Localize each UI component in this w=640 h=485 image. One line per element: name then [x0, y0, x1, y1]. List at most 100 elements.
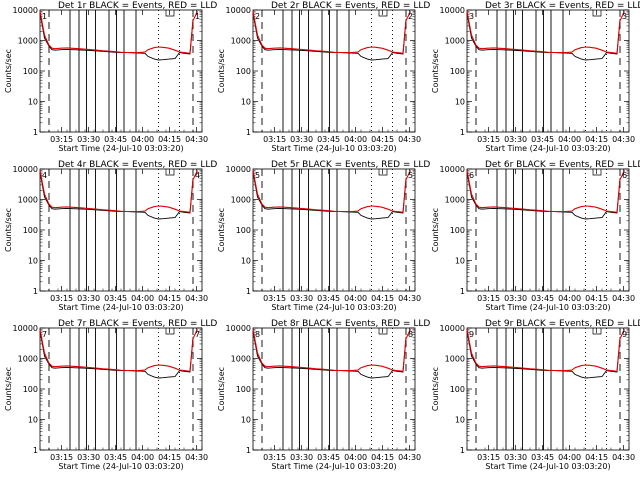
detector-indicator-left: 9 [469, 330, 474, 339]
y-axis-label: Counts/sec [431, 367, 440, 411]
y-tick-label: 10000 [13, 165, 38, 174]
series-lld-line [39, 11, 198, 54]
x-tick-label: 04:00 [131, 453, 154, 462]
y-tick-label: 100 [236, 385, 251, 394]
plot-frame [39, 168, 203, 292]
y-tick-label: 10 [241, 257, 251, 266]
y-axis-label: Counts/sec [217, 208, 226, 252]
y-tick-label: 1 [33, 287, 38, 296]
series-lld-line [252, 329, 411, 372]
x-tick-label: 03:30 [290, 453, 313, 462]
y-tick-label: 10000 [226, 165, 251, 174]
y-tick-label: 10 [455, 257, 465, 266]
y-tick-label: 100 [23, 226, 38, 235]
y-tick-label: 1000 [445, 37, 465, 46]
bracket-marker [378, 328, 388, 335]
panel-8: Det 8r BLACK = Events, RED = LLD 1 10 100 10… [217, 319, 430, 471]
y-tick-label: 1 [460, 446, 465, 455]
x-tick-label: 03:30 [77, 135, 100, 144]
y-tick-label: 100 [450, 226, 465, 235]
x-tick-label: 04:00 [344, 294, 367, 303]
x-tick-label: 03:15 [263, 135, 286, 144]
x-tick-label: 03:45 [531, 453, 554, 462]
y-tick-label: 10 [28, 416, 38, 425]
panel-title: Det 2r BLACK = Events, RED = LLD [271, 1, 430, 11]
y-tick-label: 1 [460, 128, 465, 137]
detector-indicator-right: 3 [622, 12, 627, 21]
x-tick-label: 03:15 [477, 294, 500, 303]
x-tick-label: 03:45 [531, 294, 554, 303]
y-tick-label: 10 [28, 98, 38, 107]
panel-7: Det 7r BLACK = Events, RED = LLD 1 10 100 10… [4, 319, 217, 471]
x-tick-label: 03:30 [504, 135, 527, 144]
detector-indicator-left: 6 [469, 171, 474, 180]
detector-indicator-left: 4 [42, 171, 47, 180]
plot-frame [39, 327, 203, 451]
y-axis-label: Counts/sec [431, 208, 440, 252]
x-tick-label: 04:15 [585, 294, 608, 303]
y-tick-label: 10000 [440, 6, 465, 15]
plot-frame [466, 327, 630, 451]
x-tick-label: 03:15 [50, 453, 73, 462]
x-tick-label: 04:15 [585, 135, 608, 144]
panel-title: Det 7r BLACK = Events, RED = LLD [58, 319, 217, 329]
panel-title: Det 1r BLACK = Events, RED = LLD [58, 1, 217, 11]
y-tick-label: 100 [236, 67, 251, 76]
y-tick-label: 1 [246, 446, 251, 455]
x-axis-label: Start Time (24-Jul-10 03:03:20) [271, 303, 396, 312]
panel-title: Det 6r BLACK = Events, RED = LLD [485, 160, 640, 170]
y-tick-label: 1000 [445, 355, 465, 364]
y-tick-label: 1000 [18, 355, 38, 364]
detector-indicator-left: 2 [255, 12, 260, 21]
y-tick-label: 100 [23, 385, 38, 394]
y-tick-label: 1 [246, 287, 251, 296]
x-axis-label: Start Time (24-Jul-10 03:03:20) [485, 303, 610, 312]
x-axis-label: Start Time (24-Jul-10 03:03:20) [271, 144, 396, 153]
y-tick-label: 10 [241, 98, 251, 107]
x-tick-label: 03:15 [477, 135, 500, 144]
panel-title: Det 8r BLACK = Events, RED = LLD [271, 319, 430, 329]
x-tick-label: 04:00 [558, 135, 581, 144]
x-axis-label: Start Time (24-Jul-10 03:03:20) [58, 144, 183, 153]
y-tick-label: 10000 [13, 324, 38, 333]
y-axis-label: Counts/sec [4, 49, 13, 93]
panel-6: Det 6r BLACK = Events, RED = LLD 1 10 100 10… [431, 160, 640, 312]
y-tick-label: 10000 [440, 324, 465, 333]
y-axis-label: Counts/sec [4, 367, 13, 411]
detector-indicator-left: 1 [42, 12, 47, 21]
x-tick-label: 03:45 [531, 135, 554, 144]
x-tick-label: 04:15 [158, 135, 181, 144]
x-tick-label: 04:30 [398, 294, 421, 303]
y-tick-label: 1000 [231, 355, 251, 364]
x-axis-label: Start Time (24-Jul-10 03:03:20) [58, 303, 183, 312]
detector-indicator-right: 8 [408, 330, 413, 339]
y-axis-label: Counts/sec [217, 49, 226, 93]
x-axis-label: Start Time (24-Jul-10 03:03:20) [485, 144, 610, 153]
x-tick-label: 03:15 [263, 294, 286, 303]
x-tick-label: 04:15 [371, 135, 394, 144]
y-tick-label: 100 [236, 226, 251, 235]
detector-indicator-right: 1 [195, 12, 200, 21]
x-tick-label: 04:00 [558, 294, 581, 303]
panel-5: Det 5r BLACK = Events, RED = LLD 1 10 100 10… [217, 160, 430, 312]
x-tick-label: 04:00 [131, 294, 154, 303]
series-lld-line [39, 170, 198, 213]
x-tick-label: 03:45 [317, 135, 340, 144]
bracket-marker [592, 10, 602, 17]
plot-frame [252, 168, 416, 292]
x-tick-label: 04:15 [158, 453, 181, 462]
x-tick-label: 03:30 [290, 294, 313, 303]
x-axis-label: Start Time (24-Jul-10 03:03:20) [485, 462, 610, 471]
x-tick-label: 03:30 [77, 294, 100, 303]
bracket-marker [378, 169, 388, 176]
x-tick-label: 03:45 [317, 453, 340, 462]
y-tick-label: 10 [28, 257, 38, 266]
bracket-marker [592, 169, 602, 176]
x-tick-label: 04:30 [185, 135, 208, 144]
panel-title: Det 5r BLACK = Events, RED = LLD [271, 160, 430, 170]
y-tick-label: 1000 [231, 37, 251, 46]
y-tick-label: 100 [450, 67, 465, 76]
y-tick-label: 1000 [18, 196, 38, 205]
series-lld-line [252, 170, 411, 213]
x-tick-label: 03:45 [104, 453, 127, 462]
